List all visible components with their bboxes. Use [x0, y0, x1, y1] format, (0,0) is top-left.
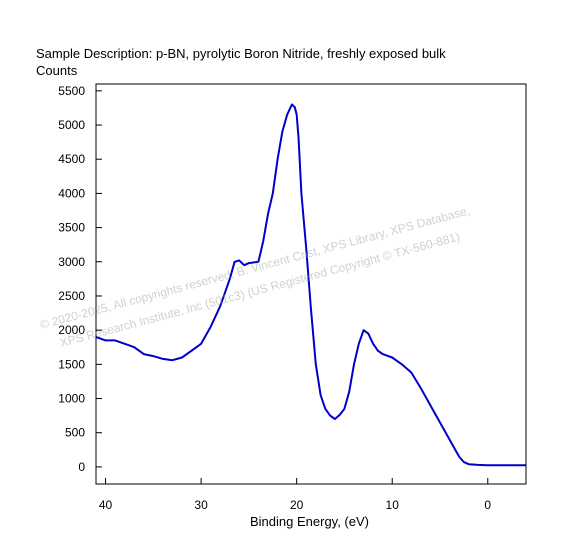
y-tick-label: 2500: [58, 289, 85, 303]
x-tick-label: 0: [484, 498, 491, 512]
y-tick-label: 5500: [58, 84, 85, 98]
y-tick-label: 5000: [58, 118, 85, 132]
x-tick-label: 20: [290, 498, 304, 512]
plot-frame: [95, 83, 527, 485]
y-tick-label: 1500: [58, 357, 85, 371]
x-tick-label: 10: [386, 498, 400, 512]
y-axis-label: Counts: [36, 63, 78, 78]
y-tick-label: 4500: [58, 152, 85, 166]
x-tick-label: 40: [99, 498, 113, 512]
y-tick-label: 4000: [58, 186, 85, 200]
y-tick-label: 0: [78, 460, 85, 474]
series-line: [95, 103, 526, 467]
y-tick-label: 3500: [58, 221, 85, 235]
chart-title: Sample Description: p-BN, pyrolytic Boro…: [36, 46, 446, 61]
y-tick-label: 2000: [58, 323, 85, 337]
x-axis-label: Binding Energy, (eV): [250, 514, 369, 529]
x-axis-label-wrap: Binding Energy, (eV): [0, 514, 583, 529]
y-tick-label: 500: [65, 426, 85, 440]
y-tick-label: 1000: [58, 392, 85, 406]
x-axis: 40 30 20 10 0: [99, 478, 491, 512]
y-tick-label: 3000: [58, 255, 85, 269]
x-tick-label: 30: [194, 498, 208, 512]
y-axis: 0 500 1000 1500 2000 2500 3000 3500 4000 4500 5000…: [58, 84, 102, 474]
